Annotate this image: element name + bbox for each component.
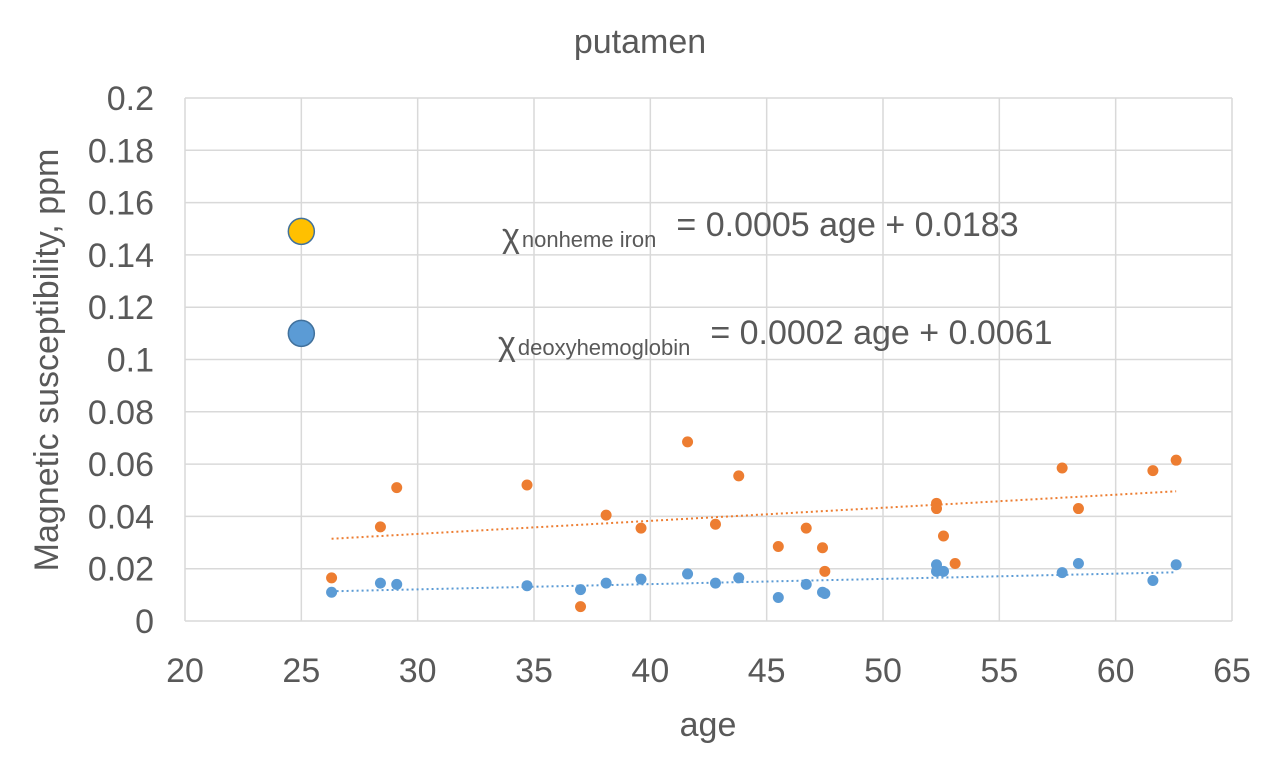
data-point (937, 530, 949, 542)
x-tick-label: 60 (1097, 652, 1135, 690)
x-tick-label: 30 (399, 652, 437, 690)
chi-symbol: χ (498, 325, 516, 363)
data-point (819, 588, 831, 600)
deoxyhemoglobin-equation: χdeoxyhemoglobin = 0.0002 age + 0.0061 (498, 314, 1053, 363)
legend-markers (287, 217, 316, 348)
x-axis-label: age (680, 706, 737, 744)
nonheme-iron-subscript: nonheme iron (522, 227, 657, 252)
y-tick-label: 0.1 (107, 342, 154, 380)
x-tick-labels: 20 25 30 35 40 45 50 55 60 65 (166, 652, 1251, 690)
x-tick-label: 40 (631, 652, 669, 690)
data-point (521, 479, 533, 491)
data-point (600, 509, 612, 521)
data-point (817, 542, 829, 554)
data-point (1147, 465, 1159, 477)
y-tick-label: 0.16 (88, 185, 154, 223)
y-tick-label: 0 (135, 603, 154, 641)
deoxyhemoglobin-marker (287, 319, 316, 348)
data-point (326, 586, 338, 598)
x-tick-label: 35 (515, 652, 553, 690)
y-tick-label: 0.2 (107, 80, 154, 118)
data-point (800, 578, 812, 590)
x-tick-label: 50 (864, 652, 902, 690)
data-point (326, 572, 338, 584)
y-tick-label: 0.08 (88, 394, 154, 432)
data-point (772, 540, 784, 552)
data-point (931, 503, 943, 515)
data-point (600, 577, 612, 589)
x-tick-label: 20 (166, 652, 204, 690)
data-point (575, 601, 587, 613)
data-point (1170, 454, 1182, 466)
nonheme-iron-marker (287, 217, 316, 246)
y-tick-label: 0.18 (88, 132, 154, 170)
data-point (800, 522, 812, 534)
data-point (682, 568, 694, 580)
y-tick-label: 0.06 (88, 446, 154, 484)
data-point (1170, 559, 1182, 571)
data-point (709, 518, 721, 530)
nonheme-iron-equation-text: = 0.0005 age + 0.0183 (676, 206, 1018, 244)
data-point (1056, 462, 1068, 474)
data-point (1072, 503, 1084, 515)
data-point (575, 584, 587, 596)
x-tick-label: 45 (748, 652, 786, 690)
data-point (949, 557, 961, 569)
data-point (374, 577, 386, 589)
deoxyhemoglobin-equation-text: = 0.0002 age + 0.0061 (710, 314, 1052, 352)
chi-symbol: χ (502, 217, 520, 255)
nonheme-iron-equation: χnonheme iron = 0.0005 age + 0.0183 (502, 206, 1019, 255)
x-tick-label: 55 (980, 652, 1018, 690)
trendline (331, 490, 1177, 540)
data-point (709, 577, 721, 589)
deoxyhemoglobin-subscript: deoxyhemoglobin (518, 335, 690, 360)
data-point (635, 522, 647, 534)
data-point (635, 573, 647, 585)
data-point (374, 521, 386, 533)
data-point (1072, 557, 1084, 569)
x-tick-label: 65 (1213, 652, 1251, 690)
y-tick-labels: 0 0.02 0.04 0.06 0.08 0.1 0.12 0.14 0.16 0.18 0.2 (88, 80, 154, 641)
data-point (733, 470, 745, 482)
grid (184, 97, 1233, 622)
data-point (937, 565, 949, 577)
data-points (326, 436, 1182, 613)
chart-title: putamen (574, 23, 706, 61)
trend-lines (331, 490, 1177, 593)
y-tick-label: 0.04 (88, 498, 154, 536)
data-point (1147, 574, 1159, 586)
trendline (331, 571, 1177, 593)
data-point (391, 482, 403, 494)
data-point (772, 591, 784, 603)
data-point (521, 580, 533, 592)
y-tick-label: 0.12 (88, 289, 154, 327)
data-point (1056, 567, 1068, 579)
data-point (682, 436, 694, 448)
x-tick-label: 25 (282, 652, 320, 690)
data-point (733, 572, 745, 584)
data-point (819, 565, 831, 577)
y-tick-label: 0.02 (88, 551, 154, 589)
y-axis-label: Magnetic susceptibility, ppm (28, 149, 66, 572)
data-point (391, 578, 403, 590)
y-tick-label: 0.14 (88, 237, 154, 275)
